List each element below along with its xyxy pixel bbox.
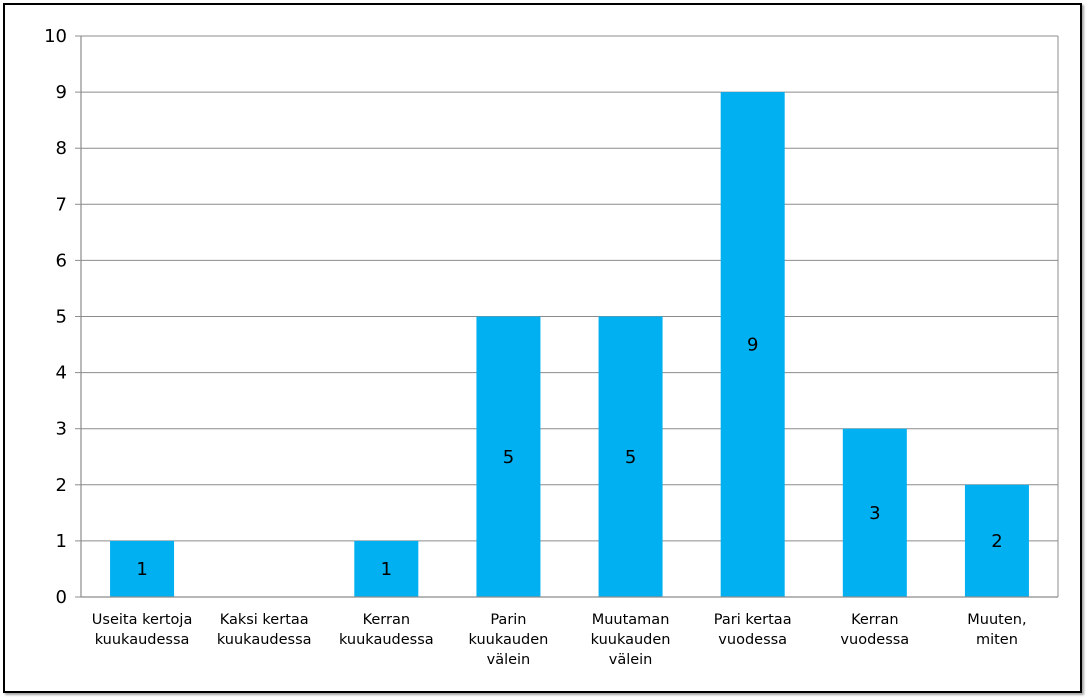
bar-4 xyxy=(476,316,541,597)
category-label-line: kuukaudessa xyxy=(217,632,312,648)
y-tick-label-7: 7 xyxy=(56,194,67,215)
bar-5 xyxy=(598,316,663,597)
y-tick-label-9: 9 xyxy=(56,82,67,103)
y-tick-labels: 0 1 2 3 4 5 6 7 8 9 10 xyxy=(44,26,67,608)
data-label-6: 9 xyxy=(747,335,758,356)
category-label-line: kuukaudessa xyxy=(339,632,434,648)
bars xyxy=(110,92,1029,597)
category-label-1: Useita kertoja kuukaudessa xyxy=(92,612,193,648)
category-label-7: Kerran vuodessa xyxy=(840,612,909,648)
data-label-1: 1 xyxy=(136,559,147,580)
axes xyxy=(75,35,1059,598)
category-label-line: miten xyxy=(976,632,1018,648)
category-label-line: Pari kertaa xyxy=(714,612,792,628)
bar-1 xyxy=(110,540,175,597)
category-label-2: Kaksi kertaa kuukaudessa xyxy=(217,612,312,648)
data-label-5: 5 xyxy=(625,447,636,468)
category-label-line: Muutaman xyxy=(592,612,670,628)
category-label-line: välein xyxy=(609,652,653,668)
data-labels: 1 1 5 5 9 3 2 xyxy=(136,335,1002,580)
y-tick-label-10: 10 xyxy=(44,26,67,47)
y-tick-label-6: 6 xyxy=(56,250,67,271)
category-label-line: kuukauden xyxy=(469,632,549,648)
category-label-line: Muuten, xyxy=(967,612,1026,628)
y-tick-label-3: 3 xyxy=(56,419,67,440)
category-label-line: kuukauden xyxy=(591,632,671,648)
category-label-line: Kaksi kertaa xyxy=(220,612,309,628)
category-label-line: vuodessa xyxy=(840,632,909,648)
bar-6 xyxy=(720,92,785,597)
category-label-line: vuodessa xyxy=(718,632,787,648)
category-label-line: kuukaudessa xyxy=(95,632,190,648)
data-label-7: 3 xyxy=(869,503,880,524)
bar-8 xyxy=(964,484,1029,597)
category-label-3: Kerran kuukaudessa xyxy=(339,612,434,648)
y-tick-label-1: 1 xyxy=(56,531,67,552)
y-tick-label-0: 0 xyxy=(56,587,67,608)
category-label-line: Useita kertoja xyxy=(92,612,193,628)
category-label-8: Muuten, miten xyxy=(967,612,1026,648)
chart-frame: 0 1 2 3 4 5 6 7 8 9 10 Useita kertoja kuukaudessa Ka… xyxy=(3,3,1082,693)
category-label-line: Kerran xyxy=(851,612,898,628)
y-tick-label-8: 8 xyxy=(56,138,67,159)
data-label-4: 5 xyxy=(503,447,514,468)
y-tick-label-5: 5 xyxy=(56,307,67,328)
y-tick-label-4: 4 xyxy=(56,363,67,384)
bar-7 xyxy=(842,428,907,597)
category-label-6: Pari kertaa vuodessa xyxy=(714,612,792,648)
category-label-4: Parin kuukauden välein xyxy=(469,612,549,668)
category-labels: Useita kertoja kuukaudessa Kaksi kertaa kuu… xyxy=(92,612,1027,668)
category-label-line: välein xyxy=(487,652,531,668)
category-label-line: Kerran xyxy=(363,612,410,628)
data-label-3: 1 xyxy=(381,559,392,580)
gridlines xyxy=(81,35,1058,542)
data-label-8: 2 xyxy=(991,531,1002,552)
y-tick-label-2: 2 xyxy=(56,475,67,496)
category-label-line: Parin xyxy=(490,612,526,628)
bar-3 xyxy=(354,540,419,597)
category-label-5: Muutaman kuukauden välein xyxy=(591,612,671,668)
